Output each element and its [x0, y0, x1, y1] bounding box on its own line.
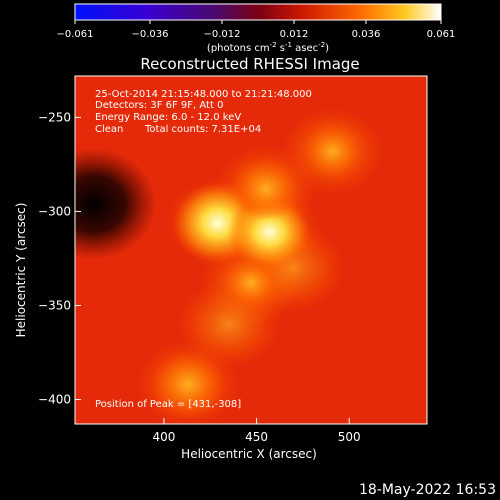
- x-axis-label: Heliocentric X (arcsec): [181, 447, 317, 461]
- x-tick-label: 450: [245, 430, 268, 444]
- colorbar-tick-label: −0.036: [131, 29, 168, 40]
- annotation-method: Clean: [95, 124, 123, 135]
- x-axis-ticks: 400 450 500: [152, 418, 361, 444]
- colorbar-tick-label: 0.061: [427, 29, 456, 40]
- annotation-detectors: Detectors: 3F 6F 9F, Att 0: [95, 100, 223, 111]
- colorbar-tick-label: −0.012: [203, 29, 240, 40]
- y-axis-label: Heliocentric Y (arcsec): [14, 203, 28, 338]
- y-tick-label: −250: [38, 110, 71, 124]
- timestamp: 18-May-2022 16:53: [359, 482, 496, 498]
- source-3: [230, 157, 301, 221]
- dark-region: [75, 148, 157, 260]
- annotation-peak: Position of Peak = [431,-308]: [95, 399, 241, 410]
- colorbar-ticks: −0.061 −0.036 −0.012 0.012 0.036 0.061: [56, 20, 455, 40]
- colorbar: [74, 3, 442, 21]
- heatmap-image: [75, 76, 427, 424]
- colorbar-units-label: (photons cm-2 s-1 asec-2): [207, 41, 329, 54]
- x-tick-label: 400: [152, 430, 175, 444]
- source-2: [150, 350, 226, 419]
- y-axis-ticks: −250 −300 −350 −400: [38, 110, 81, 407]
- plot-frame: [74, 75, 428, 425]
- annotations: 25-Oct-2014 21:15:48.000 to 21:21:48.000…: [95, 89, 312, 410]
- colorbar-tick-label: 0.036: [352, 29, 381, 40]
- y-tick-label: −400: [38, 393, 71, 407]
- colorbar-tick-label: −0.061: [56, 29, 93, 40]
- source-4: [301, 122, 364, 180]
- annotation-time-range: 25-Oct-2014 21:15:48.000 to 21:21:48.000: [95, 89, 312, 100]
- annotation-counts: Total counts: 7.31E+04: [144, 124, 261, 135]
- y-tick-label: −300: [38, 204, 71, 218]
- annotation-energy: Energy Range: 6.0 - 12.0 keV: [95, 112, 241, 123]
- colorbar-tick-label: 0.012: [280, 29, 309, 40]
- chart-title: Reconstructed RHESSI Image: [140, 55, 359, 73]
- y-tick-label: −350: [38, 298, 71, 312]
- source-5: [220, 255, 282, 311]
- x-tick-label: 500: [338, 430, 361, 444]
